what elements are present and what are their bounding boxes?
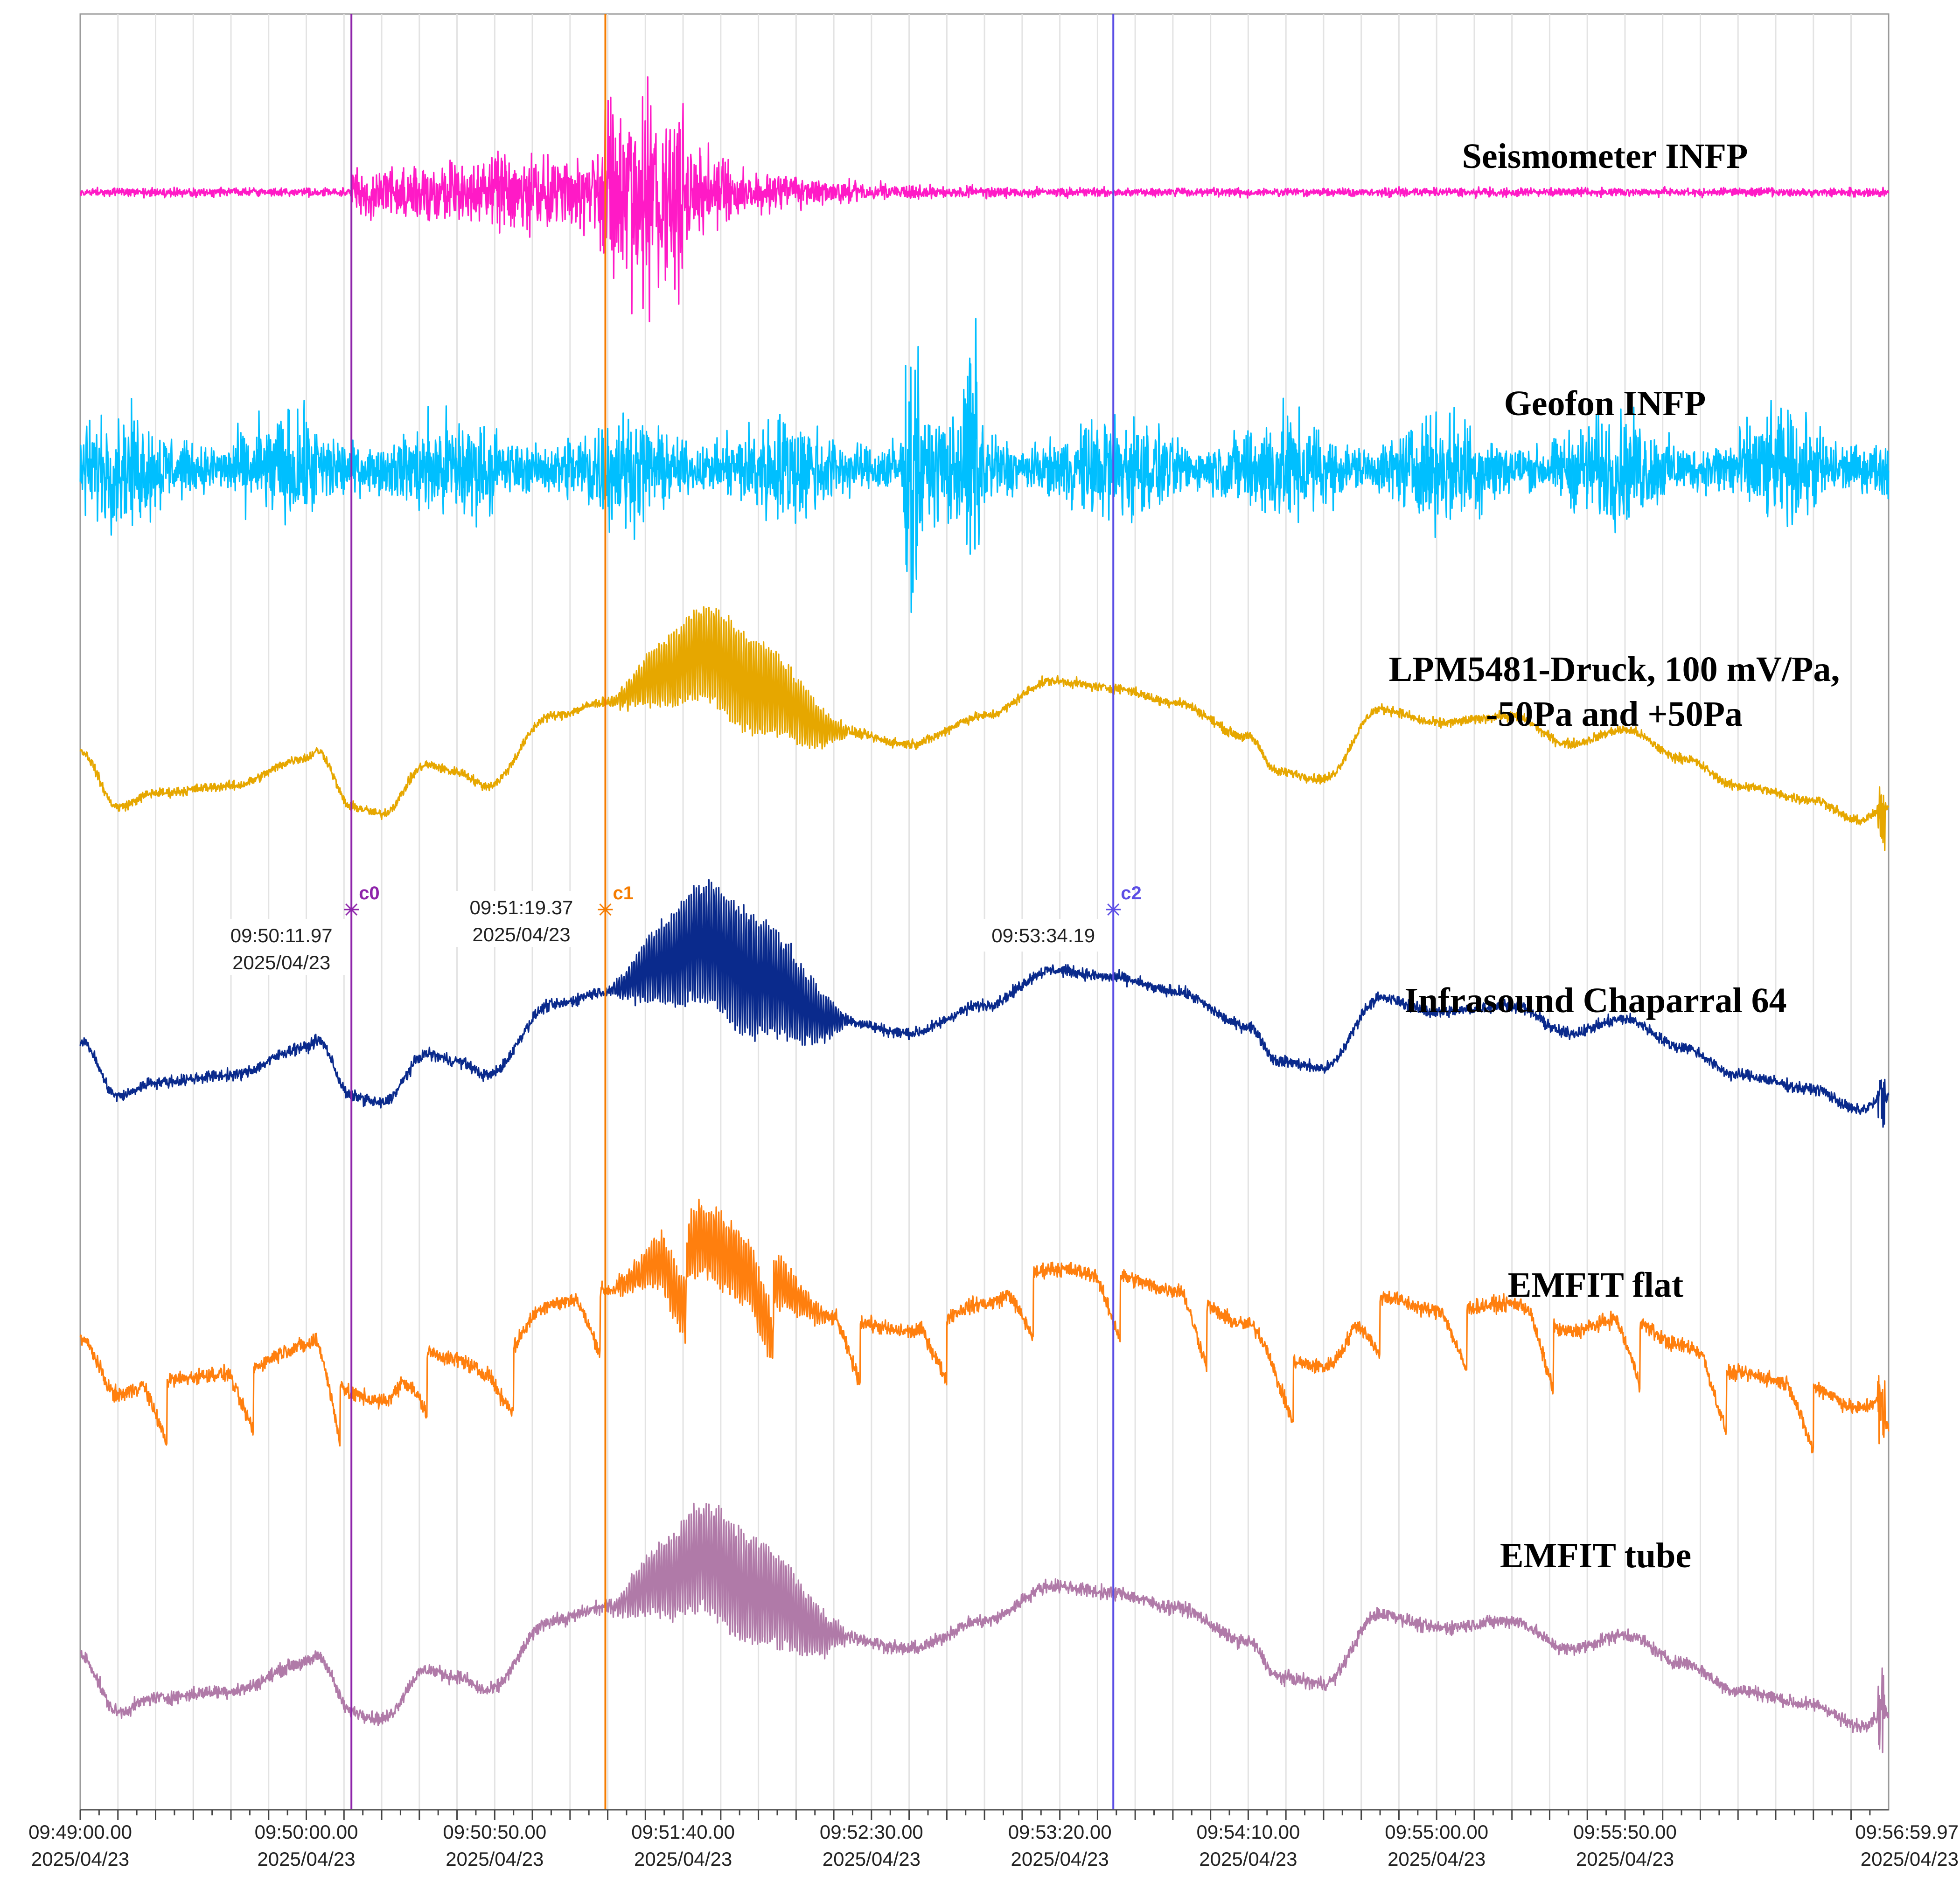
x-tick-label-time: 09:53:20.00 (1008, 1821, 1112, 1843)
cursor-marker-icon[interactable] (1106, 902, 1121, 917)
cursor-c0[interactable]: c0 09:50:11.97 2025/04/23 (214, 14, 380, 1810)
x-tick-label-date: 2025/04/23 (446, 1848, 544, 1870)
trace-label: Seismometer INFP (1462, 137, 1748, 176)
cursor-c2[interactable]: c2 09:53:34.19 (976, 14, 1142, 1810)
series-line-1 (80, 76, 1890, 322)
trace-label: Geofon INFP (1504, 384, 1706, 423)
cursor-name: c0 (359, 883, 380, 903)
x-tick-label-date: 2025/04/23 (1861, 1848, 1959, 1870)
series-line-6 (79, 1502, 1890, 1753)
series-line-2 (79, 318, 1890, 613)
x-tick-label-time: 09:51:40.00 (631, 1821, 735, 1843)
trace-label: EMFIT flat (1508, 1265, 1683, 1305)
cursor-marker-icon[interactable] (598, 902, 613, 917)
cursor-date-label: 2025/04/23 (232, 952, 330, 973)
trace-label: Infrasound Chaparral 64 (1404, 981, 1786, 1020)
trace-label: -50Pa and +50Pa (1486, 695, 1743, 734)
x-tick-label-time: 09:50:50.00 (443, 1821, 546, 1843)
x-tick-label-date: 2025/04/23 (634, 1848, 732, 1870)
time-axis: 09:49:00.00 2025/04/23 09:50:00.00 2025/04/… (28, 1809, 1959, 1870)
x-tick-label-time: 09:56:59.97 (1855, 1821, 1959, 1843)
cursor-time-label: 09:53:34.19 (991, 924, 1095, 946)
series-traces (79, 76, 1890, 1753)
x-tick-label-time: 09:54:10.00 (1196, 1821, 1300, 1843)
series-line-4 (79, 879, 1890, 1128)
cursor-name: c1 (613, 883, 634, 903)
trace-labels: Seismometer INFP Geofon INFP LPM5481-Druck… (1389, 137, 1840, 1575)
x-tick-label-time: 09:52:30.00 (820, 1821, 923, 1843)
cursor-c1[interactable]: c1 09:51:19.37 2025/04/23 (453, 14, 634, 1810)
cursor-date-label: 2025/04/23 (472, 924, 570, 945)
x-tick-label-time: 09:49:00.00 (28, 1821, 132, 1843)
trace-label: LPM5481-Druck, 100 mV/Pa, (1389, 650, 1840, 689)
series-line-3 (79, 606, 1890, 851)
x-tick-label-date: 2025/04/23 (31, 1848, 129, 1870)
cursor-time-label: 09:51:19.37 (470, 896, 573, 918)
x-tick-label-date: 2025/04/23 (257, 1848, 355, 1870)
cursor-time-label: 09:50:11.97 (230, 924, 333, 946)
cursor-label-box (976, 919, 1111, 952)
series-line-5 (79, 1198, 1890, 1453)
cursor-label-box (214, 919, 349, 975)
x-tick-label-date: 2025/04/23 (823, 1848, 921, 1870)
x-tick-label-date: 2025/04/23 (1576, 1848, 1674, 1870)
x-tick-label-time: 09:55:00.00 (1385, 1821, 1488, 1843)
trace-label: EMFIT tube (1500, 1536, 1691, 1575)
x-tick-label-date: 2025/04/23 (1388, 1848, 1486, 1870)
x-tick-label-time: 09:55:50.00 (1573, 1821, 1677, 1843)
cursor-name: c2 (1121, 883, 1142, 903)
x-tick-label-date: 2025/04/23 (1199, 1848, 1297, 1870)
x-tick-label-time: 09:50:00.00 (255, 1821, 358, 1843)
cursor-label-box (453, 891, 589, 947)
cursor-marker-icon[interactable] (344, 902, 359, 917)
cursors[interactable]: c0 09:50:11.97 2025/04/23 c1 09:51:19.37 2025… (214, 14, 1142, 1810)
x-tick-label-date: 2025/04/23 (1011, 1848, 1109, 1870)
